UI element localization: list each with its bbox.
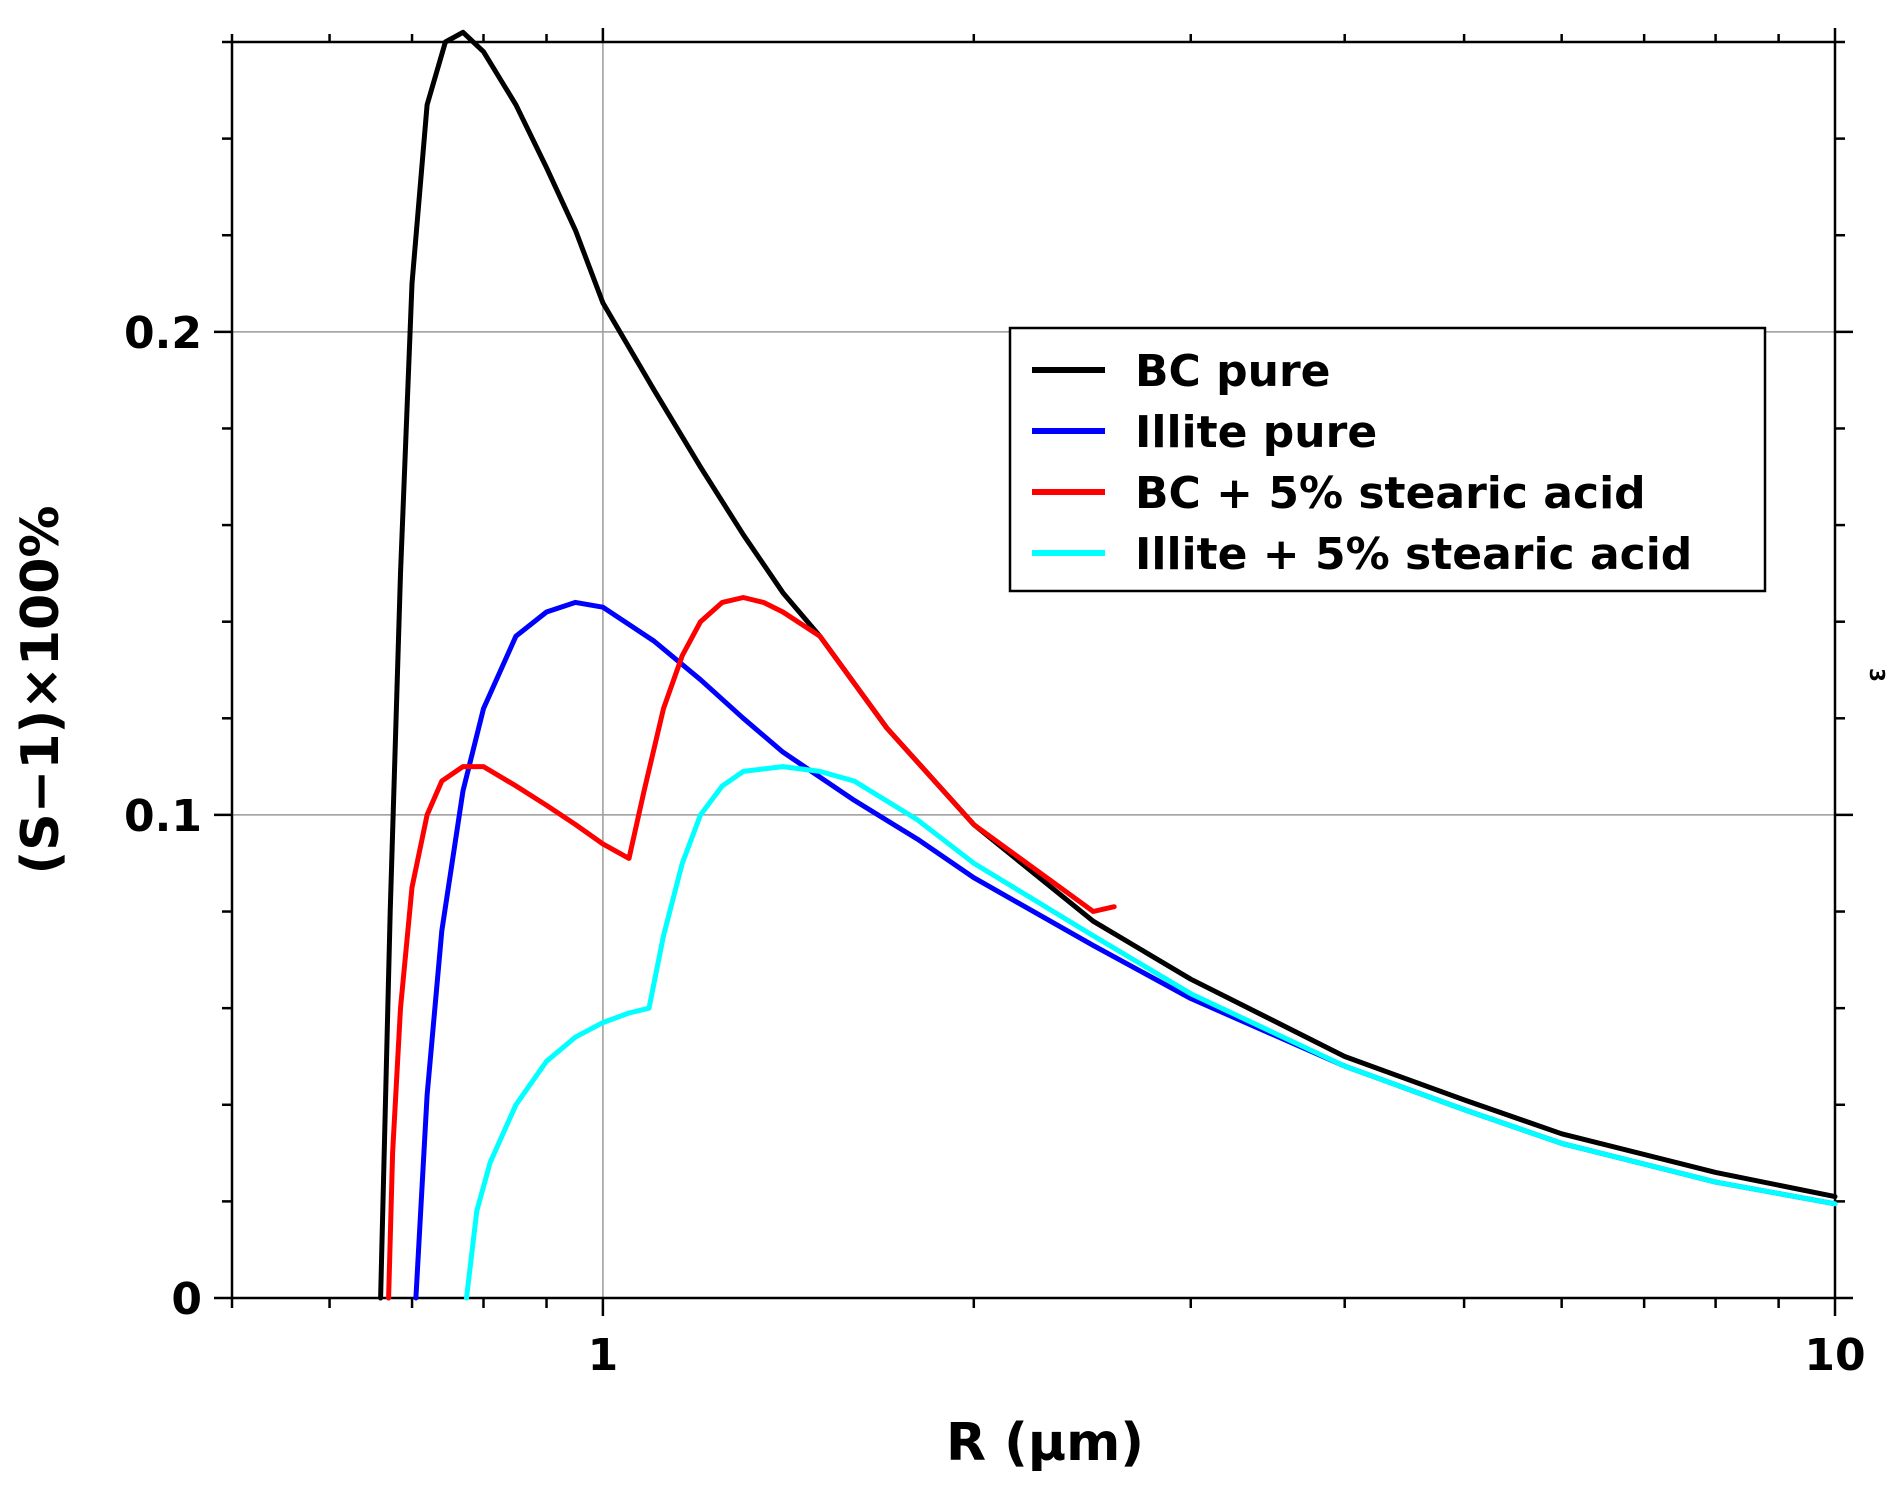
series-group xyxy=(378,29,1838,1301)
y-tick-label: 0.1 xyxy=(124,791,202,842)
legend-label-illite-5-stearic-acid: Illite + 5% stearic acid xyxy=(1135,529,1692,580)
legend-box xyxy=(1008,326,1767,593)
legend-label-illite-pure: Illite pure xyxy=(1135,407,1377,458)
series-line-bc-5-stearic-acid xyxy=(386,595,1117,1301)
y-axis-title: (S−1)×100% xyxy=(11,506,71,875)
side-mark: 3 xyxy=(1865,668,1889,682)
x-tick-label: 1 xyxy=(588,1330,619,1381)
grid-lines xyxy=(232,42,1835,1298)
series-line-bc-pure xyxy=(378,29,1838,1301)
x-axis-title: R (μm) xyxy=(946,1413,1144,1473)
y-tick-label: 0 xyxy=(171,1274,202,1325)
plot-frame xyxy=(230,40,1837,1300)
series-line-illite-5-stearic-acid xyxy=(464,764,1838,1301)
legend: BC pure Illite pure BC + 5% stearic acid Il… xyxy=(1008,326,1767,593)
x-tick-label: 10 xyxy=(1804,1330,1865,1381)
tick-labels: 1 10 0 0.1 0.2 xyxy=(124,308,1866,1381)
legend-label-bc-5-stearic-acid: BC + 5% stearic acid xyxy=(1135,468,1646,519)
axis-ticks xyxy=(214,28,1853,1316)
legend-label-bc-pure: BC pure xyxy=(1135,346,1331,397)
y-tick-label: 0.2 xyxy=(124,308,202,359)
series-line-illite-pure xyxy=(413,599,1838,1301)
